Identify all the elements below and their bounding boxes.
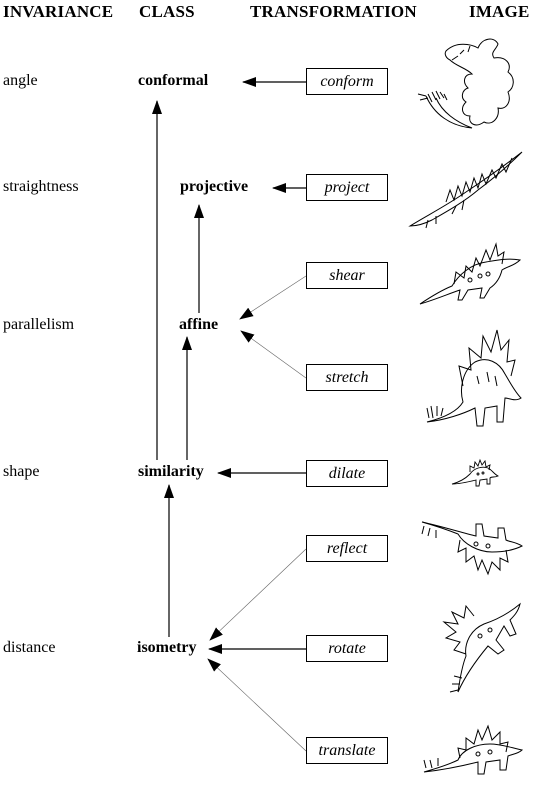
header-invariance: INVARIANCE [3, 2, 114, 21]
translated-dinosaur-icon [423, 724, 524, 775]
transformation-project: project [306, 174, 388, 201]
transformation-dilate: dilate [306, 460, 388, 487]
dilated-dinosaur-icon [451, 458, 500, 487]
arrow-translate-to-isometry [207, 658, 307, 752]
sheared-dinosaur-icon [419, 242, 522, 305]
header-transformation: TRANSFORMATION [250, 2, 417, 21]
transformation-stretch: stretch [306, 364, 388, 391]
conformal-dinosaur-icon [417, 38, 514, 129]
header-class: CLASS [139, 2, 195, 21]
transformation-translate: translate [306, 737, 388, 764]
transformation-shear: shear [306, 262, 388, 289]
class-conformal: conformal [138, 72, 209, 89]
invariance-angle: angle [3, 72, 38, 89]
invariance-parallelism: parallelism [3, 316, 75, 333]
arrow-reflect-to-isometry [209, 548, 307, 641]
arrow-stretch-to-affine [240, 330, 307, 379]
projective-dinosaur-icon [408, 151, 523, 229]
invariance-shape: shape [3, 463, 40, 480]
arrow-shear-to-affine [239, 275, 307, 320]
class-isometry: isometry [137, 639, 197, 656]
rotated-dinosaur-icon [442, 602, 521, 693]
header-image: IMAGE [469, 2, 530, 21]
invariance-straightness: straightness [3, 178, 79, 195]
invariance-distance: distance [3, 639, 56, 656]
transformation-conform: conform [306, 68, 388, 95]
class-affine: affine [179, 316, 219, 333]
reflected-dinosaur-icon [421, 521, 523, 576]
class-similarity: similarity [138, 463, 204, 480]
class-projective: projective [180, 178, 249, 195]
transformation-reflect: reflect [306, 535, 388, 562]
stretched-dinosaur-icon [426, 329, 522, 427]
transformation-rotate: rotate [306, 635, 388, 662]
